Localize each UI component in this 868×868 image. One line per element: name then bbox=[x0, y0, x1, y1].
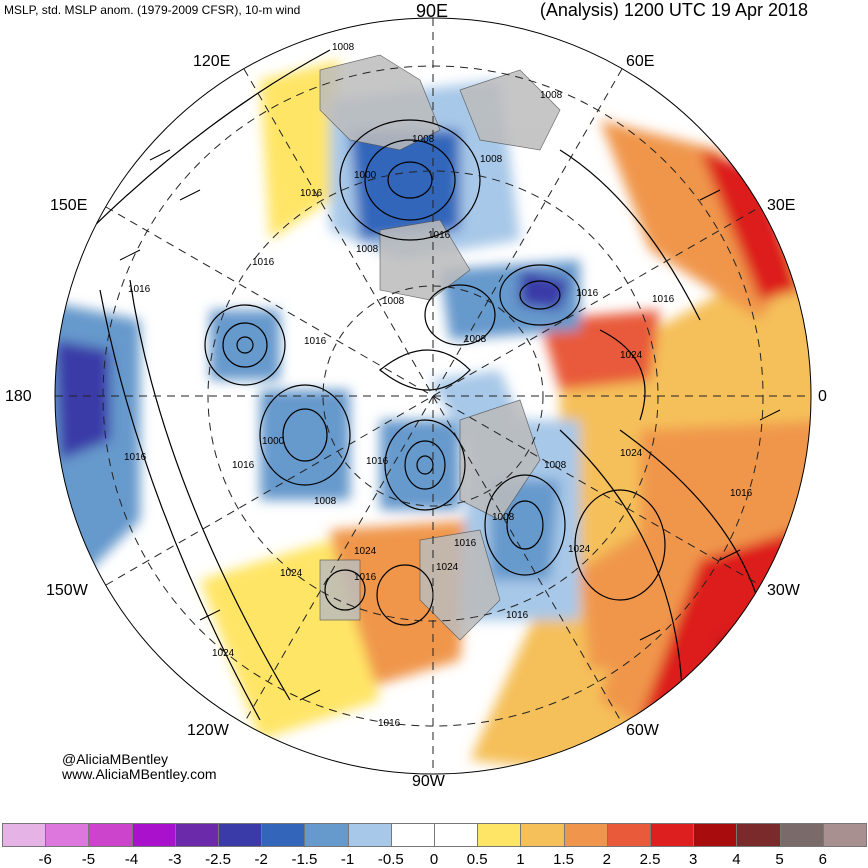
graticule bbox=[55, 18, 811, 774]
colorbar-tick-label: 1.5 bbox=[553, 851, 575, 868]
colorbar-swatch bbox=[131, 823, 176, 847]
analysis-time: (Analysis) 1200 UTC 19 Apr 2018 bbox=[539, 0, 808, 20]
longitude-label-30e: 30E bbox=[767, 197, 796, 214]
isobar-label: 1016 bbox=[366, 456, 389, 467]
isobar-label: 1024 bbox=[212, 648, 235, 659]
isobar-label: 1016 bbox=[576, 288, 599, 299]
isobar-label: 1008 bbox=[382, 296, 405, 307]
longitude-label-60e: 60E bbox=[626, 53, 655, 70]
isobar-label: 1008 bbox=[314, 496, 337, 507]
isobar-label: 1016 bbox=[354, 572, 377, 583]
author-handle: @AliciaMBentley bbox=[62, 751, 169, 767]
colorbar-swatch bbox=[736, 823, 781, 847]
longitude-label-90e: 90E bbox=[416, 1, 449, 21]
colorbar-tick-label: 6 bbox=[818, 851, 827, 868]
longitude-label-60w: 60W bbox=[626, 722, 659, 739]
colorbar-swatch bbox=[45, 823, 90, 847]
colorbar-swatch bbox=[88, 823, 133, 847]
colorbar-tick-label: -6 bbox=[38, 851, 52, 868]
longitude-label-0: 0 bbox=[818, 388, 827, 405]
polar-map: 1008 1008 1008 1008 1000 1016 1016 1016 … bbox=[54, 17, 812, 775]
isobar-label: 1016 bbox=[304, 336, 327, 347]
colorbar-tick-label: 3 bbox=[689, 851, 698, 868]
isobar-label: 1024 bbox=[568, 544, 591, 555]
isobar-label: 1016 bbox=[730, 488, 753, 499]
isobar-label: 1024 bbox=[436, 562, 459, 573]
isobar-label: 1024 bbox=[620, 448, 643, 459]
chart-description: MSLP, std. MSLP anom. (1979-2009 CFSR), … bbox=[4, 3, 301, 17]
colorbar-tick-label: 2.5 bbox=[639, 851, 661, 868]
isobar-label: 1008 bbox=[412, 134, 435, 145]
isobar-label: 1016 bbox=[128, 284, 151, 295]
colorbar-swatch bbox=[2, 823, 47, 847]
longitude-label-120w: 120W bbox=[187, 722, 229, 739]
isobar-label: 1000 bbox=[262, 436, 285, 447]
longitude-label-150e: 150E bbox=[50, 197, 88, 214]
colorbar-swatch bbox=[304, 823, 349, 847]
colorbar-tick-label: -1 bbox=[340, 851, 355, 868]
isobar-label: 1016 bbox=[252, 257, 275, 268]
colorbar-swatch bbox=[563, 823, 608, 847]
colorbar-tick-label: -5 bbox=[81, 851, 96, 868]
colorbar-tick-label: -3 bbox=[168, 851, 182, 868]
colorbar-tick-label: 5 bbox=[775, 851, 784, 868]
isobar-label: 1024 bbox=[620, 350, 643, 361]
isobar-label: 1008 bbox=[544, 460, 567, 471]
longitude-label-30w: 30W bbox=[767, 582, 800, 599]
isobar-label: 1016 bbox=[506, 610, 529, 621]
colorbar-swatch bbox=[779, 823, 824, 847]
colorbar-swatch bbox=[347, 823, 392, 847]
colorbar-swatch bbox=[606, 823, 651, 847]
isobar-label: 1016 bbox=[124, 452, 147, 463]
isobar-label: 1016 bbox=[652, 294, 675, 305]
colorbar-tick-label: 2 bbox=[602, 851, 611, 868]
colorbar-swatch bbox=[477, 823, 522, 847]
isobar-label: 1016 bbox=[300, 188, 323, 199]
colorbar-swatch bbox=[822, 823, 867, 847]
isobar-label: 1000 bbox=[354, 170, 377, 181]
isobar-label: 1008 bbox=[464, 334, 487, 345]
isobar-label: 1016 bbox=[428, 230, 451, 241]
longitude-label-150w: 150W bbox=[46, 582, 88, 599]
anomaly-colorbar: -6 -5 -4 -3 -2.5 -2 -1.5 -1 -0.5 0 0.5 1 1.5 2 2.5 3 4 5 6 bbox=[0, 823, 868, 868]
isobar-label: 1008 bbox=[356, 244, 379, 255]
colorbar-swatch bbox=[390, 823, 435, 847]
anomaly-field bbox=[55, 18, 811, 774]
colorbar-tick-label: 1 bbox=[516, 851, 525, 868]
map-boundary bbox=[54, 17, 812, 775]
colorbar-swatch bbox=[650, 823, 695, 847]
colorbar-tick-label: 4 bbox=[732, 851, 741, 868]
colorbar-tick-label: -2 bbox=[254, 851, 268, 868]
isobar-label: 1008 bbox=[332, 42, 355, 53]
colorbar-swatch bbox=[261, 823, 306, 847]
colorbar-tick-label: -2.5 bbox=[205, 851, 231, 868]
longitude-label-120e: 120E bbox=[193, 53, 231, 70]
longitude-label-90w: 90W bbox=[412, 773, 445, 790]
colorbar-tick-label: 0.5 bbox=[466, 851, 488, 868]
colorbar-swatch bbox=[520, 823, 565, 847]
isobar-label: 1016 bbox=[378, 718, 401, 729]
colorbar-swatch bbox=[693, 823, 738, 847]
isobar-labels: 1008 1008 1008 1008 1000 1016 1016 1016 … bbox=[124, 42, 753, 729]
colorbar-tick-label: -4 bbox=[124, 851, 139, 868]
author-website[interactable]: www.AliciaMBentley.com bbox=[62, 766, 217, 782]
colorbar-tick-label: -0.5 bbox=[377, 851, 404, 868]
colorbar-tick-label: -1.5 bbox=[291, 851, 318, 868]
isobar-label: 1024 bbox=[354, 546, 377, 557]
colorbar-tick-label: 0 bbox=[429, 851, 439, 868]
isobar-label: 1008 bbox=[492, 512, 515, 523]
isobar-label: 1008 bbox=[540, 90, 563, 101]
colorbar-swatch bbox=[174, 823, 219, 847]
isobar-label: 1016 bbox=[454, 538, 477, 549]
isobar-label: 1016 bbox=[232, 460, 255, 471]
longitude-label-180: 180 bbox=[5, 388, 32, 405]
colorbar-swatch bbox=[434, 823, 479, 847]
colorbar-swatch bbox=[218, 823, 263, 847]
isobar-label: 1008 bbox=[480, 154, 503, 165]
isobar-label: 1024 bbox=[280, 568, 303, 579]
